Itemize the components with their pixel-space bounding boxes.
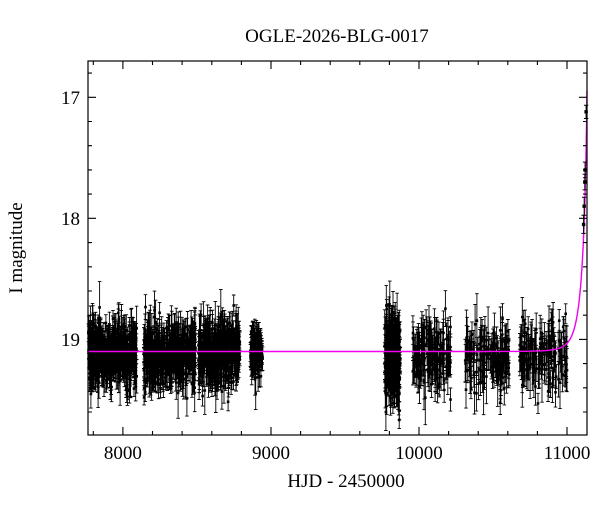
model-light-curve bbox=[88, 90, 588, 353]
plot-border bbox=[87, 60, 588, 436]
plot-area: 8000 9000 10000 11000 17 18 19 bbox=[61, 60, 591, 464]
x-axis-label: HJD - 2450000 bbox=[287, 471, 404, 492]
y-tick-label: 19 bbox=[61, 330, 80, 351]
x-tick-label: 11000 bbox=[544, 443, 591, 464]
x-tick-label: 10000 bbox=[395, 443, 443, 464]
chart-title: OGLE-2026-BLG-0017 bbox=[245, 26, 429, 47]
data-points bbox=[87, 304, 569, 422]
axis-ticks bbox=[88, 61, 587, 435]
y-tick-label: 17 bbox=[61, 88, 80, 109]
y-axis-label: I magnitude bbox=[6, 202, 27, 293]
x-tick-label: 9000 bbox=[252, 443, 290, 464]
x-tick-label: 8000 bbox=[104, 443, 142, 464]
y-tick-label: 18 bbox=[61, 209, 80, 230]
